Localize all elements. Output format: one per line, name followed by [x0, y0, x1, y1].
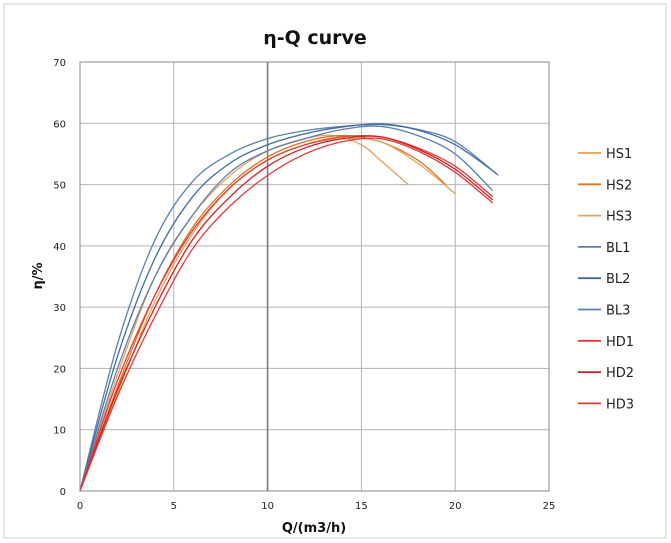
series-group — [79, 123, 499, 492]
series-line-hd3 — [79, 137, 494, 492]
legend-label-hs3: HS3 — [606, 210, 632, 225]
x-ticks: 0 5 10 15 20 25 — [77, 501, 556, 512]
y-tick-label: 70 — [53, 58, 66, 69]
legend-label-hd3: HD3 — [606, 397, 634, 412]
chart-frame — [3, 3, 667, 539]
x-tick-label: 20 — [449, 501, 462, 512]
series-line-bl3 — [79, 125, 494, 492]
series-line-bl2 — [79, 123, 497, 492]
legend-label-bl2: BL2 — [606, 272, 630, 287]
x-tick-label: 5 — [171, 501, 177, 512]
y-axis-title: η/% — [31, 262, 46, 289]
y-tick-label: 40 — [53, 242, 66, 253]
legend-label-hs2: HS2 — [606, 178, 632, 193]
series-line-hs1 — [79, 134, 409, 492]
x-axis-title: Q/(m3/h) — [282, 521, 346, 536]
plot-border — [79, 61, 550, 492]
legend-label-bl1: BL1 — [606, 241, 630, 256]
legend: HS1 HS2 HS3 BL1 BL2 BL3 HD1 HD2 HD3 — [578, 147, 634, 412]
x-tick-label: 0 — [77, 501, 83, 512]
legend-label-hd1: HD1 — [606, 335, 634, 350]
legend-label-bl3: BL3 — [606, 304, 630, 319]
series-line-hd2 — [79, 135, 494, 492]
y-ticks: 0 10 20 30 40 50 60 70 — [53, 58, 66, 498]
y-tick-label: 20 — [53, 364, 66, 375]
x-tick-label: 10 — [261, 501, 274, 512]
y-tick-label: 50 — [53, 181, 66, 192]
y-tick-label: 0 — [60, 487, 66, 498]
series-line-hd1 — [79, 134, 494, 492]
y-tick-label: 60 — [53, 119, 66, 130]
x-tick-label: 15 — [355, 501, 368, 512]
chart-title: η-Q curve — [263, 27, 367, 49]
y-tick-label: 10 — [53, 426, 66, 437]
legend-label-hs1: HS1 — [606, 147, 632, 162]
legend-label-hd2: HD2 — [606, 366, 634, 381]
x-tick-label: 25 — [543, 501, 556, 512]
y-tick-label: 30 — [53, 303, 66, 314]
